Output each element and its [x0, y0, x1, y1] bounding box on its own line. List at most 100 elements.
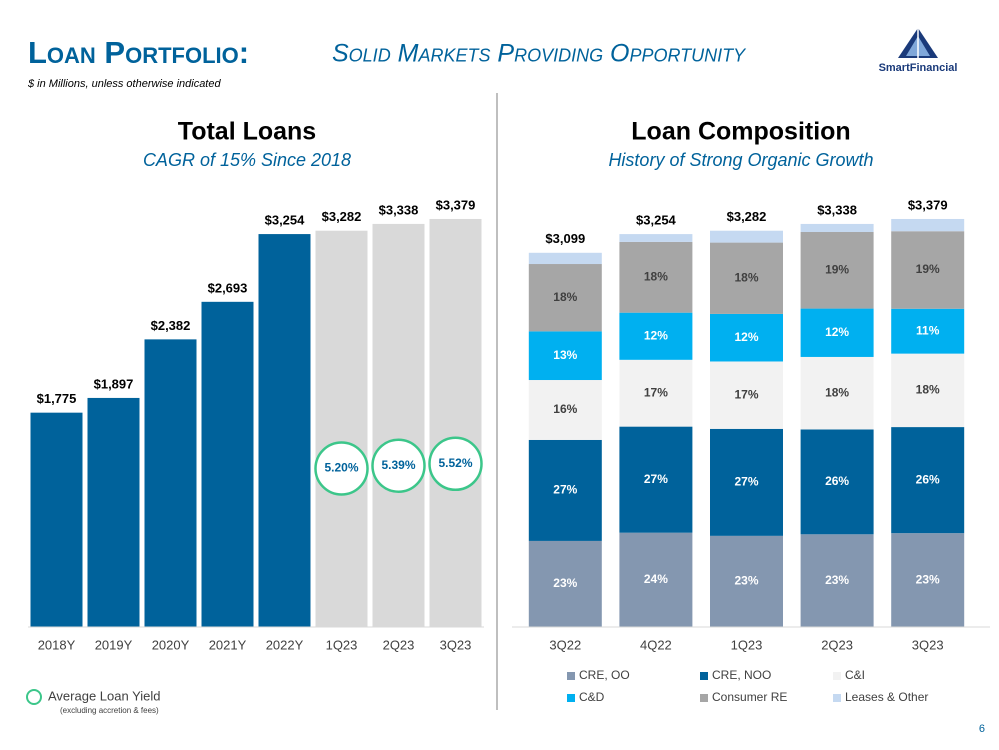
legend-swatch	[833, 694, 841, 702]
bar-segment	[528, 331, 602, 381]
segment-label: 18%	[825, 385, 849, 399]
subtitle: $ in Millions, unless otherwise indicate…	[27, 78, 221, 90]
bar	[201, 301, 254, 627]
bar-segment	[528, 439, 602, 541]
segment-label: 26%	[825, 474, 849, 488]
legend-swatch	[26, 689, 42, 705]
chart-title: Total Loans	[178, 118, 316, 146]
value-label: $2,382	[151, 318, 191, 333]
bar-segment	[891, 218, 965, 232]
bar	[429, 218, 482, 627]
x-tick-label: 2Q23	[383, 637, 415, 652]
x-tick-label: 3Q23	[912, 637, 944, 652]
x-tick-label: 2022Y	[266, 637, 304, 652]
bar	[30, 412, 83, 627]
segment-label: 12%	[644, 328, 668, 342]
bar-segment	[528, 252, 602, 265]
bar-segment	[891, 533, 965, 627]
legend-label: Leases & Other	[845, 690, 928, 704]
segment-label: 24%	[644, 572, 668, 586]
value-label: $3,338	[379, 202, 419, 217]
legend-swatch	[700, 672, 708, 680]
bar-segment	[891, 353, 965, 428]
legend-label: Average Loan Yield	[48, 688, 161, 703]
value-label: $3,254	[265, 213, 306, 228]
legend-swatch	[833, 672, 841, 680]
bar-segment	[710, 313, 783, 362]
title-rest: Solid Markets Providing Opportunity	[332, 40, 747, 68]
total-label: $3,254	[636, 213, 677, 228]
segment-label: 18%	[916, 383, 940, 397]
value-label: $1,897	[94, 376, 134, 391]
segment-label: 23%	[916, 572, 940, 586]
bar-segment	[891, 231, 965, 309]
bar-segment	[619, 312, 693, 360]
segment-label: 12%	[734, 330, 758, 344]
bar-segment	[800, 534, 874, 627]
x-tick-label: 2Q23	[821, 637, 853, 652]
value-label: $3,282	[322, 209, 362, 224]
x-tick-label: 1Q23	[326, 637, 358, 652]
bar-segment	[619, 426, 693, 533]
segment-label: 13%	[553, 348, 577, 362]
bar-segment	[619, 532, 693, 627]
segment-label: 23%	[825, 573, 849, 587]
segment-label: 18%	[553, 290, 577, 304]
segment-label: 27%	[644, 472, 668, 486]
bar-segment	[800, 308, 874, 357]
x-tick-label: 2019Y	[95, 637, 133, 652]
value-label: $2,693	[208, 280, 248, 295]
segment-label: 18%	[644, 269, 668, 283]
x-tick-label: 3Q22	[549, 637, 581, 652]
title-lead: Loan Portfolio:	[28, 35, 249, 70]
total-label: $3,099	[545, 231, 585, 246]
page-number: 6	[979, 723, 985, 735]
yield-circle	[428, 436, 483, 492]
bar-segment	[800, 356, 874, 430]
bar	[372, 223, 425, 627]
bar-segment	[891, 308, 965, 354]
bar-segment	[710, 428, 783, 536]
bar-segment	[710, 361, 783, 429]
segment-label: 23%	[553, 576, 577, 590]
value-label: $1,775	[37, 391, 77, 406]
bar	[258, 234, 311, 627]
value-label: $3,379	[436, 197, 476, 212]
x-tick-label: 3Q23	[440, 637, 472, 652]
bar-segment	[528, 264, 602, 332]
legend-swatch	[700, 694, 708, 702]
bar-segment	[710, 535, 783, 627]
segment-label: 27%	[553, 483, 577, 497]
segment-label: 11%	[916, 323, 940, 337]
bar-segment	[710, 242, 783, 314]
segment-label: 18%	[734, 270, 758, 284]
x-tick-label: 2020Y	[152, 637, 190, 652]
x-tick-label: 2021Y	[209, 637, 247, 652]
yield-label: 5.20%	[324, 461, 358, 475]
segment-label: 19%	[825, 262, 849, 276]
legend-swatch	[567, 672, 575, 680]
bar-segment	[619, 359, 693, 427]
yield-label: 5.52%	[438, 456, 472, 470]
bar	[144, 339, 197, 627]
chart-title: Loan Composition	[631, 118, 850, 146]
segment-label: 16%	[553, 402, 577, 416]
x-tick-label: 2018Y	[38, 637, 76, 652]
bar-segment	[619, 241, 693, 313]
legend-label: CRE, NOO	[712, 668, 771, 682]
legend-label: C&I	[845, 668, 865, 682]
bar-segment	[800, 231, 874, 309]
total-label: $3,282	[727, 209, 767, 224]
bar-segment	[528, 380, 602, 440]
x-tick-label: 1Q23	[731, 637, 763, 652]
legend-label: C&D	[579, 690, 605, 704]
segment-label: 23%	[734, 574, 758, 588]
legend-note: (excluding accretion & fees)	[60, 706, 159, 715]
segment-label: 17%	[644, 385, 668, 399]
logo-text: SmartFinancial	[879, 62, 958, 74]
x-tick-label: 4Q22	[640, 637, 672, 652]
bar-segment	[800, 429, 874, 535]
logo-icon	[898, 28, 938, 58]
bar-segment	[710, 230, 783, 243]
